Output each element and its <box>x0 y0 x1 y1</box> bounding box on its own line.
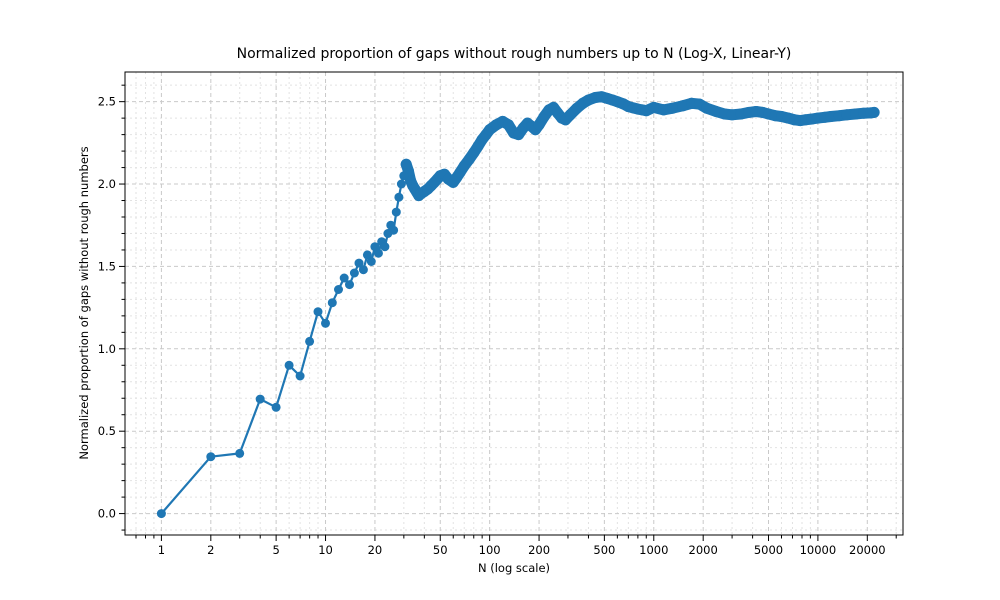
series-point <box>284 360 294 370</box>
series-point <box>366 257 376 266</box>
x-tick-label: 10 <box>318 543 333 557</box>
series-point <box>401 159 411 169</box>
x-tick-label: 1 <box>158 543 165 557</box>
series-point <box>255 394 265 404</box>
series-point <box>726 109 738 121</box>
series-point <box>841 109 853 121</box>
grid-major <box>125 72 903 535</box>
series-point <box>667 102 678 114</box>
grid-minor <box>125 72 903 535</box>
series-point <box>334 285 343 294</box>
x-tick-label: 100 <box>479 543 501 557</box>
series-point <box>354 258 364 268</box>
x-tick-label: 10000 <box>800 543 837 557</box>
y-axis-label: Normalized proportion of gaps without ro… <box>77 146 91 460</box>
series-point <box>533 119 545 131</box>
series-point <box>305 336 315 346</box>
plot-border <box>124 71 904 536</box>
series-point <box>658 104 670 116</box>
series-point <box>648 101 660 113</box>
y-tick-label: 2.5 <box>98 95 116 109</box>
series-point <box>206 452 216 462</box>
series-point <box>686 97 698 109</box>
series-point <box>313 307 323 317</box>
series-point <box>850 108 862 120</box>
y-tick-label: 2.0 <box>98 177 116 191</box>
series-point <box>349 268 359 278</box>
series-point <box>677 100 689 112</box>
x-tick-label: 2 <box>207 543 214 557</box>
series-point <box>868 106 880 118</box>
x-tick-label: 5000 <box>754 543 783 557</box>
series-point <box>710 106 722 117</box>
series-point <box>327 298 337 308</box>
series-point <box>271 402 281 412</box>
series-line <box>160 164 408 515</box>
series-point <box>502 119 514 131</box>
x-tick-label: 50 <box>433 543 448 557</box>
series-point <box>156 509 166 519</box>
x-tick-label: 20 <box>368 543 383 557</box>
y-tick-label: 0.0 <box>98 507 116 521</box>
y-tick-label: 0.5 <box>98 424 116 438</box>
x-tick-label: 500 <box>593 543 615 557</box>
series-point <box>391 207 401 217</box>
series-point <box>389 225 399 235</box>
series-point <box>380 242 390 252</box>
series-point <box>394 192 404 202</box>
x-tick-label: 2000 <box>689 543 718 557</box>
chart-title: Normalized proportion of gaps without ro… <box>236 46 792 62</box>
axis-ticks: 1 2 5 10 20 50 100 200 500 1000 2000 5000 10000 20000… <box>98 84 897 557</box>
series-point <box>362 250 372 260</box>
series-point <box>396 179 406 189</box>
y-tick-label: 1.5 <box>98 259 116 273</box>
series-point <box>373 248 383 258</box>
series-point <box>321 318 330 328</box>
x-tick-label: 1000 <box>639 543 668 557</box>
series-point <box>235 448 245 458</box>
series-point <box>358 265 368 275</box>
x-tick-label: 20000 <box>849 543 886 557</box>
series-point <box>345 280 354 290</box>
series-point <box>701 102 713 114</box>
series-point <box>399 171 409 181</box>
series-point <box>825 111 837 122</box>
x-tick-label: 5 <box>272 543 279 557</box>
y-tick-label: 1.0 <box>98 342 116 356</box>
series-point <box>295 371 305 381</box>
x-axis-label: N (log scale) <box>477 561 551 575</box>
series-point <box>339 273 349 283</box>
data-series <box>156 91 880 519</box>
x-tick-label: 200 <box>528 543 550 557</box>
